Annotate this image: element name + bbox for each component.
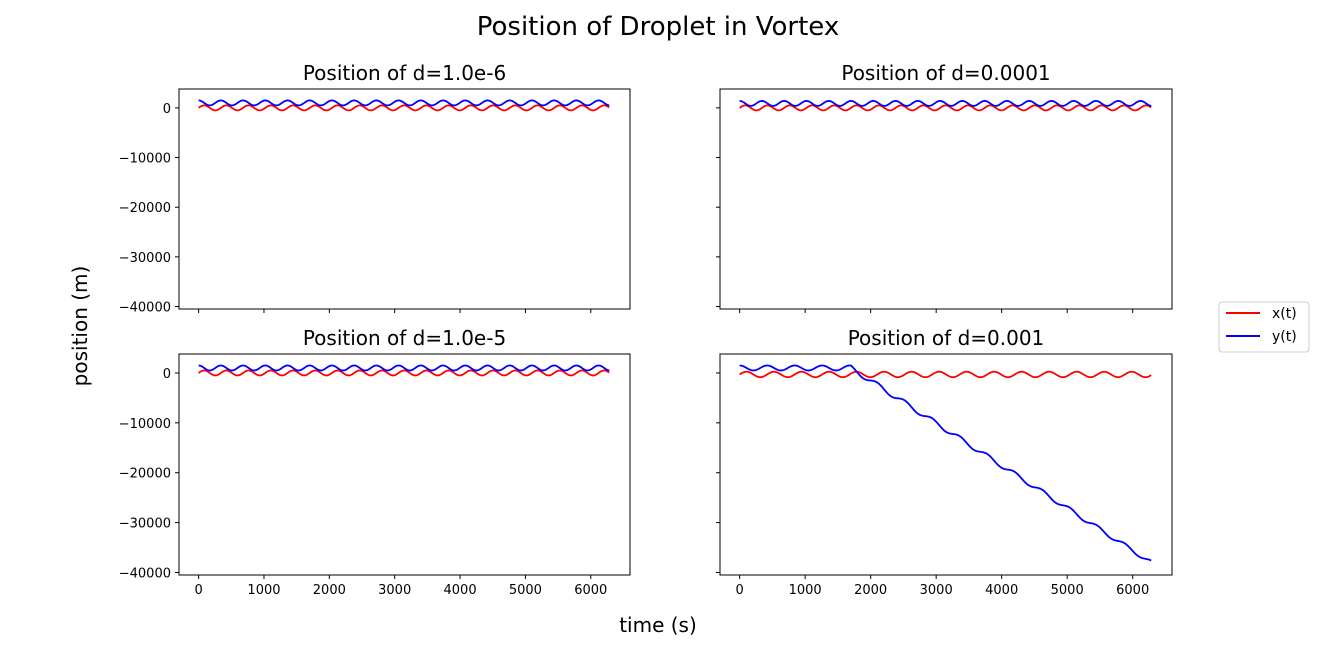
subplot-2: Position of d=0.0001 [716,61,1173,313]
subplot-4: Position of d=0.001 0 1000 2000 3000 4000 5000… [716,326,1173,598]
series-line-y(t) [198,99,610,107]
series-line-y(t) [739,364,1152,562]
axes-frame [178,353,631,576]
x-tick-label: 2000 [854,583,887,598]
subplots: Position of d=1.0e-6 0 −10000 −20000 −30000 −… [119,61,1173,598]
y-tick-label: 0 [163,102,171,117]
subplot-1: Position of d=1.0e-6 0 −10000 −20000 −30000 −… [119,61,631,316]
y-tick-label: −30000 [119,517,171,532]
subplot-title: Position of d=1.0e-6 [303,61,506,85]
axes-frame [719,88,1173,310]
y-tick-label: −40000 [119,567,171,582]
y-tick-label: −40000 [119,301,171,316]
legend-frame [1218,301,1310,353]
series-line-y(t) [198,364,610,372]
x-tick-label: 3000 [920,583,953,598]
x-tick-label: 4000 [444,583,477,598]
series-line-y(t) [739,100,1152,107]
y-tick-label: 0 [163,367,171,382]
x-tick-label: 0 [194,583,202,598]
x-tick-label: 6000 [1116,583,1149,598]
subplot-title: Position of d=0.0001 [841,61,1050,85]
series-line-x(t) [198,369,610,377]
x-tick-label: 1000 [789,583,822,598]
y-tick-label: −10000 [119,417,171,432]
series-line-x(t) [198,104,610,112]
y-tick-label: −20000 [119,467,171,482]
x-tick-label: 5000 [509,583,542,598]
subplot-title: Position of d=0.001 [848,326,1045,350]
x-tick-label: 4000 [985,583,1018,598]
y-tick-label: −10000 [119,152,171,167]
legend: x(t) y(t) [1218,301,1310,353]
series-line-x(t) [739,104,1152,112]
figure-xlabel: time (s) [619,613,697,637]
y-tick-label: −30000 [119,251,171,266]
x-tick-label: 2000 [313,583,346,598]
series-line-x(t) [739,370,1152,379]
figure-ylabel: position (m) [68,266,92,387]
legend-label-y: y(t) [1272,329,1297,345]
y-tick-label: −20000 [119,201,171,216]
x-tick-label: 0 [736,583,744,598]
axes-frame [719,353,1173,576]
subplot-title: Position of d=1.0e-5 [303,326,506,350]
figure-title: Position of Droplet in Vortex [477,12,840,42]
subplot-3: Position of d=1.0e-5 0 1000 2000 3000 4000 500… [119,326,631,598]
x-tick-label: 3000 [378,583,411,598]
x-tick-label: 6000 [574,583,607,598]
axes-frame [178,88,631,310]
x-tick-label: 1000 [247,583,280,598]
x-tick-label: 5000 [1051,583,1084,598]
legend-label-x: x(t) [1272,306,1297,322]
